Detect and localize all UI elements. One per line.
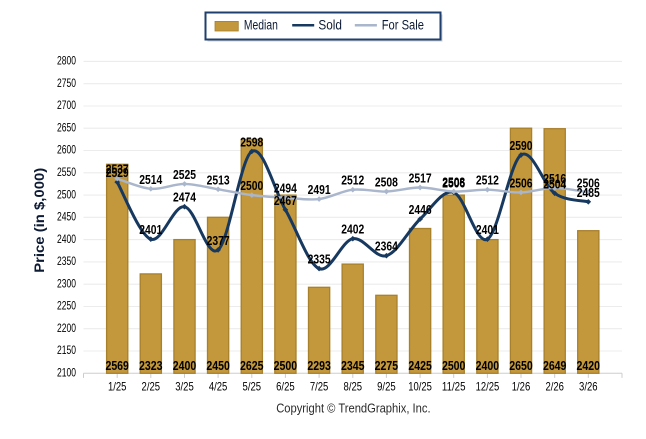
svg-text:2200: 2200 xyxy=(57,321,76,335)
svg-text:2700: 2700 xyxy=(57,98,76,112)
svg-text:For Sale: For Sale xyxy=(382,17,424,32)
svg-text:2800: 2800 xyxy=(57,54,76,68)
svg-text:2293: 2293 xyxy=(307,359,331,373)
svg-text:2569: 2569 xyxy=(105,359,129,373)
svg-text:2514: 2514 xyxy=(139,173,162,187)
svg-text:2512: 2512 xyxy=(341,174,364,188)
svg-text:2600: 2600 xyxy=(57,143,76,157)
svg-text:2450: 2450 xyxy=(57,210,76,224)
svg-text:2420: 2420 xyxy=(577,359,601,373)
svg-text:2506: 2506 xyxy=(442,176,465,190)
svg-text:Sold: Sold xyxy=(318,17,342,32)
svg-text:2525: 2525 xyxy=(173,168,196,182)
svg-text:1/26: 1/26 xyxy=(512,380,531,394)
svg-text:2513: 2513 xyxy=(207,173,230,187)
svg-text:2550: 2550 xyxy=(57,165,76,179)
svg-text:2275: 2275 xyxy=(375,359,399,373)
svg-text:11/25: 11/25 xyxy=(442,380,466,394)
svg-text:2491: 2491 xyxy=(308,183,331,197)
svg-text:2377: 2377 xyxy=(207,234,230,248)
svg-text:2508: 2508 xyxy=(375,176,398,190)
svg-text:2590: 2590 xyxy=(510,139,533,153)
svg-text:4/25: 4/25 xyxy=(209,380,228,394)
svg-text:2500: 2500 xyxy=(240,179,263,193)
svg-text:2485: 2485 xyxy=(577,186,600,200)
svg-text:2/26: 2/26 xyxy=(545,380,564,394)
svg-text:2345: 2345 xyxy=(341,359,365,373)
svg-text:2150: 2150 xyxy=(57,343,76,357)
svg-text:2504: 2504 xyxy=(543,177,566,191)
svg-text:5/25: 5/25 xyxy=(243,380,262,394)
svg-text:2446: 2446 xyxy=(409,203,432,217)
svg-text:2401: 2401 xyxy=(139,223,162,237)
svg-text:2474: 2474 xyxy=(173,191,196,205)
svg-text:2100: 2100 xyxy=(57,366,76,380)
svg-text:2516: 2516 xyxy=(543,172,566,186)
svg-text:2649: 2649 xyxy=(543,359,567,373)
svg-text:2364: 2364 xyxy=(375,240,398,254)
svg-text:7/25: 7/25 xyxy=(310,380,329,394)
svg-text:2335: 2335 xyxy=(308,253,331,267)
svg-text:9/25: 9/25 xyxy=(377,380,396,394)
svg-text:2350: 2350 xyxy=(57,254,76,268)
svg-text:2625: 2625 xyxy=(240,359,264,373)
svg-text:2402: 2402 xyxy=(341,223,364,237)
svg-text:2300: 2300 xyxy=(57,276,76,290)
svg-text:1/25: 1/25 xyxy=(108,380,127,394)
svg-text:2750: 2750 xyxy=(57,76,76,90)
svg-text:2512: 2512 xyxy=(476,174,499,188)
svg-text:Median: Median xyxy=(244,17,278,32)
svg-text:3/25: 3/25 xyxy=(175,380,194,394)
svg-text:2450: 2450 xyxy=(206,359,230,373)
svg-text:2425: 2425 xyxy=(408,359,432,373)
svg-text:2500: 2500 xyxy=(442,359,466,373)
svg-text:2517: 2517 xyxy=(409,172,432,186)
svg-text:2500: 2500 xyxy=(274,359,298,373)
svg-text:2323: 2323 xyxy=(139,359,163,373)
svg-text:2401: 2401 xyxy=(476,223,499,237)
svg-text:2598: 2598 xyxy=(240,135,263,149)
svg-text:2400: 2400 xyxy=(476,359,500,373)
svg-text:2400: 2400 xyxy=(57,232,76,246)
svg-text:8/25: 8/25 xyxy=(344,380,363,394)
svg-text:2537: 2537 xyxy=(106,163,129,177)
svg-text:6/25: 6/25 xyxy=(276,380,295,394)
svg-text:2494: 2494 xyxy=(274,182,297,196)
svg-text:2467: 2467 xyxy=(274,194,297,208)
svg-text:12/25: 12/25 xyxy=(476,380,500,394)
svg-text:2400: 2400 xyxy=(173,359,197,373)
svg-text:3/26: 3/26 xyxy=(579,380,598,394)
svg-text:2506: 2506 xyxy=(577,176,600,190)
svg-text:2500: 2500 xyxy=(57,187,76,201)
svg-text:Price (in $,000): Price (in $,000) xyxy=(32,168,47,273)
svg-text:10/25: 10/25 xyxy=(408,380,432,394)
svg-text:Copyright © TrendGraphix, Inc.: Copyright © TrendGraphix, Inc. xyxy=(276,401,430,415)
svg-text:2650: 2650 xyxy=(57,120,76,134)
svg-text:2/25: 2/25 xyxy=(142,380,161,394)
svg-text:2529: 2529 xyxy=(106,166,129,180)
svg-text:2250: 2250 xyxy=(57,299,76,313)
svg-text:2650: 2650 xyxy=(509,359,533,373)
svg-text:2508: 2508 xyxy=(442,176,465,190)
svg-text:2506: 2506 xyxy=(510,176,533,190)
